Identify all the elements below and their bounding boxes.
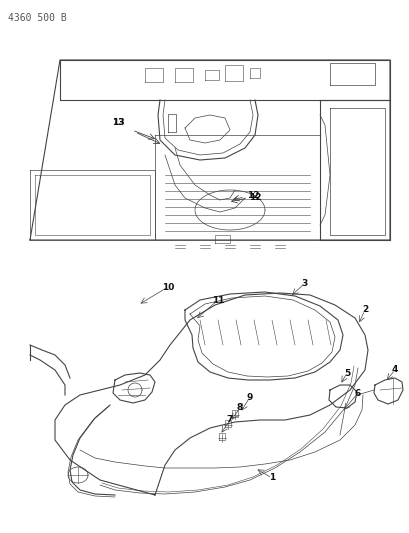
Text: 11: 11 xyxy=(211,295,224,304)
Text: 1: 1 xyxy=(268,473,274,482)
Text: 4: 4 xyxy=(391,366,397,375)
Text: 7: 7 xyxy=(226,416,233,424)
Text: 8: 8 xyxy=(236,403,243,413)
Text: 2: 2 xyxy=(361,305,367,314)
Text: 13: 13 xyxy=(112,117,124,126)
Text: 9: 9 xyxy=(246,392,253,401)
Text: 12: 12 xyxy=(246,190,258,199)
Text: 5: 5 xyxy=(343,368,349,377)
Text: 4360 500 B: 4360 500 B xyxy=(8,13,67,23)
Text: 10: 10 xyxy=(162,282,174,292)
Text: 6: 6 xyxy=(354,389,360,398)
Text: 13: 13 xyxy=(112,117,124,126)
Text: 3: 3 xyxy=(301,279,308,287)
Text: 12: 12 xyxy=(248,192,261,201)
